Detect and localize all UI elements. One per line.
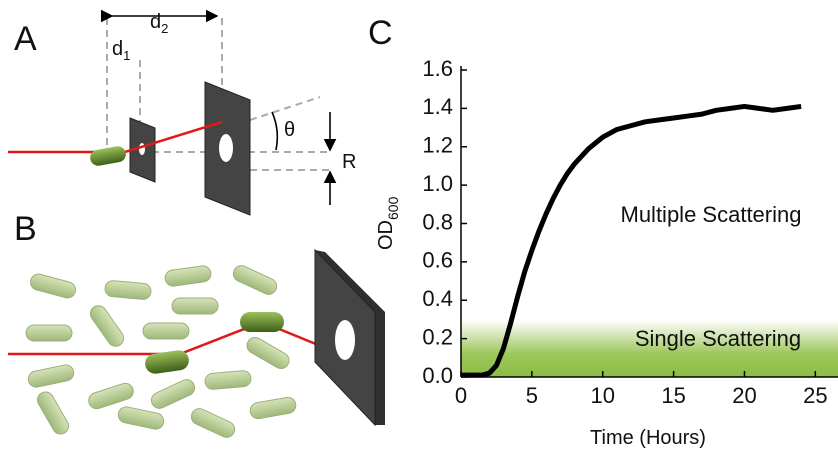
d1-base: d — [112, 38, 123, 60]
diagram-b — [8, 250, 385, 440]
y-tick-label: 1.0 — [422, 171, 453, 196]
theta-label: θ — [284, 119, 295, 141]
y-tick-label: 1.6 — [422, 56, 453, 81]
annotation: Multiple Scattering — [621, 202, 802, 227]
x-tick-label: 0 — [455, 383, 467, 408]
d2-sub: 2 — [161, 21, 168, 36]
diagram-a — [8, 16, 330, 215]
d2-base: d — [150, 11, 161, 33]
panel-label: B — [14, 210, 37, 248]
x-tick-label: 10 — [590, 383, 614, 408]
y-tick-label: 0.8 — [422, 209, 453, 234]
figure: A d2 d1 θ R B — [0, 0, 838, 453]
d2-label: d2 — [150, 11, 168, 36]
d1-sub: 1 — [123, 48, 130, 63]
y-axis-label: OD600 — [375, 196, 401, 250]
panel-label: C — [368, 14, 393, 52]
y-tick-label: 0.0 — [422, 363, 453, 388]
annotation: Single Scattering — [635, 326, 801, 351]
panel-label: A — [14, 20, 37, 58]
y-tick-label: 0.4 — [422, 286, 453, 311]
r-label: R — [342, 151, 356, 173]
x-tick-label: 20 — [732, 383, 756, 408]
x-tick-label: 15 — [661, 383, 685, 408]
x-tick-label: 5 — [526, 383, 538, 408]
x-axis-label: Time (Hours) — [590, 427, 706, 449]
y-axis-label-base: OD — [375, 220, 397, 250]
d1-label: d1 — [112, 38, 130, 63]
y-tick-label: 0.2 — [422, 324, 453, 349]
x-tick-label: 25 — [803, 383, 827, 408]
y-tick-label: 0.6 — [422, 248, 453, 273]
y-tick-label: 1.4 — [422, 94, 453, 119]
y-axis-label-sub: 600 — [385, 196, 401, 220]
y-tick-label: 1.2 — [422, 133, 453, 158]
chart: 0.0 0.2 0.4 0.6 0.8 1.0 1.2 1.4 1.6 0 5 10 15 20 25 Tim… — [375, 56, 838, 449]
